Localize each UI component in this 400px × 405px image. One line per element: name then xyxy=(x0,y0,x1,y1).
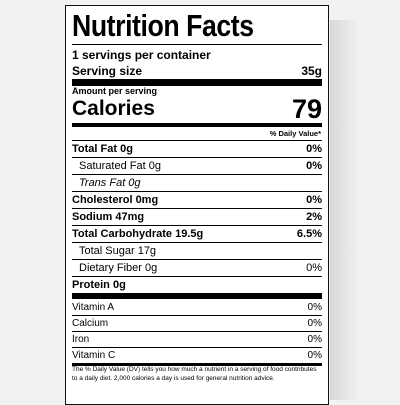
calories-row: Calories 79 xyxy=(72,93,322,124)
amount-per-serving: Amount per serving xyxy=(72,86,158,96)
serving-size-row: Serving size 35g xyxy=(72,62,322,79)
nutrient-name: Total Carbohydrate 19.5g xyxy=(72,228,204,240)
nutrient-row: Protein 0g xyxy=(72,276,322,293)
servings: 1 servings per container xyxy=(72,48,211,62)
nutrient-name: Protein 0g xyxy=(72,279,126,291)
vitamin-row: Calcium 0% xyxy=(72,315,322,331)
nutrient-name: Cholesterol 0mg xyxy=(72,194,159,206)
daily-value: 0% xyxy=(307,318,322,329)
nutrient-row: Total Sugar 17g xyxy=(72,242,322,259)
nutrient-row: Dietary Fiber 0g 0% xyxy=(72,259,322,276)
serving-size-label: Serving size xyxy=(72,63,143,78)
daily-value: 0% xyxy=(306,143,322,155)
nutrient-row: Sodium 47mg 2% xyxy=(72,208,322,225)
nutrient-name: Dietary Fiber 0g xyxy=(79,262,158,274)
divider xyxy=(72,44,322,45)
calories-label: Calories xyxy=(72,97,155,120)
nutrient-name: Total Sugar 17g xyxy=(79,245,157,257)
vitamin-name: Vitamin C xyxy=(72,350,116,361)
nutrient-row: Total Fat 0g 0% xyxy=(72,140,322,157)
daily-value-header: % Daily Value* xyxy=(269,129,321,138)
daily-value: 0% xyxy=(307,350,322,361)
nutrient-name: Sodium 47mg xyxy=(72,211,145,223)
nutrient-row: Saturated Fat 0g 0% xyxy=(72,157,322,174)
daily-value: 6.5% xyxy=(296,228,322,240)
vitamin-name: Vitamin A xyxy=(72,301,115,313)
footnote: The % Daily Value (DV) tells you how muc… xyxy=(72,366,317,382)
daily-value: 0% xyxy=(307,301,322,313)
vitamin-row: Vitamin A 0% xyxy=(72,299,322,315)
nutrition-label: Nutrition Facts 1 servings per container… xyxy=(65,5,329,405)
nutrient-row: Trans Fat 0g xyxy=(72,174,322,191)
nutrient-name: Saturated Fat 0g xyxy=(79,160,161,172)
serving-size-value: 35g xyxy=(301,63,322,78)
thick-divider xyxy=(72,79,322,86)
vitamin-name: Calcium xyxy=(72,318,109,329)
daily-value: 0% xyxy=(306,160,322,172)
vitamin-row: Iron 0% xyxy=(72,331,322,347)
vitamin-name: Iron xyxy=(72,334,90,345)
daily-value: 2% xyxy=(306,211,322,223)
nutrient-name: Trans Fat 0g xyxy=(79,177,141,189)
daily-value: 0% xyxy=(306,262,322,274)
nutrient-name: Total Fat 0g xyxy=(72,143,133,155)
thick-divider xyxy=(72,293,322,299)
divider xyxy=(72,363,322,366)
calories-value: 79 xyxy=(291,93,322,124)
nutrient-row: Total Carbohydrate 19.5g 6.5% xyxy=(72,225,322,242)
title: Nutrition Facts xyxy=(72,8,254,43)
daily-value: 0% xyxy=(307,334,322,345)
shadow xyxy=(330,20,360,400)
medium-divider xyxy=(72,123,322,127)
daily-value: 0% xyxy=(306,194,322,206)
vitamin-row: Vitamin C 0% xyxy=(72,347,322,363)
nutrient-row: Cholesterol 0mg 0% xyxy=(72,191,322,208)
